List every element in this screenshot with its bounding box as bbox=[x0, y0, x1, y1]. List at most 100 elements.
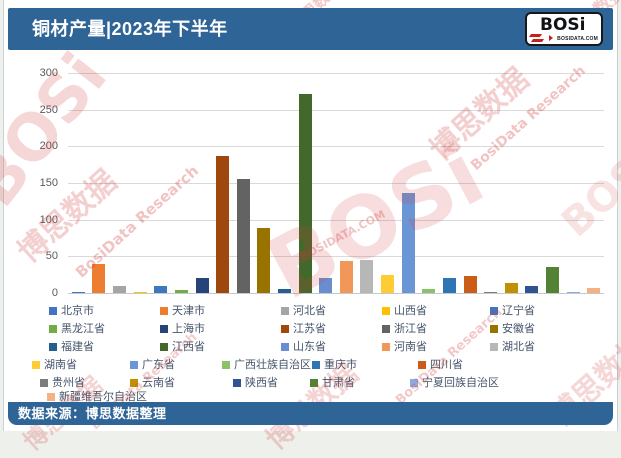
legend-label: 陕西省 bbox=[245, 377, 278, 389]
bar bbox=[360, 260, 374, 293]
legend-swatch bbox=[160, 307, 168, 315]
legend-swatch bbox=[32, 361, 40, 369]
legend-swatch bbox=[281, 307, 289, 315]
bar bbox=[401, 193, 415, 293]
gridline bbox=[68, 219, 604, 221]
gridline bbox=[68, 73, 604, 74]
legend-swatch bbox=[233, 379, 241, 387]
legend-item: 北京市 bbox=[49, 305, 94, 317]
legend-label: 安徽省 bbox=[502, 323, 535, 335]
y-axis-label: 0 bbox=[51, 287, 58, 299]
legend-item: 湖南省 bbox=[32, 359, 77, 371]
legend-swatch bbox=[310, 379, 318, 387]
legend-item: 天津市 bbox=[160, 305, 205, 317]
legend-item: 黑龙江省 bbox=[49, 323, 105, 335]
legend-item: 甘肃省 bbox=[310, 377, 355, 389]
bar bbox=[92, 264, 106, 293]
legend-label: 浙江省 bbox=[394, 323, 427, 335]
legend-item: 广东省 bbox=[130, 359, 175, 371]
legend-item: 辽宁省 bbox=[490, 305, 535, 317]
legend-label: 天津市 bbox=[172, 305, 205, 317]
legend-label: 山东省 bbox=[293, 341, 326, 353]
legend-swatch bbox=[281, 343, 289, 351]
legend-label: 重庆市 bbox=[324, 359, 357, 371]
bar bbox=[422, 289, 436, 293]
legend-swatch bbox=[222, 361, 230, 369]
logo-text: BOSi bbox=[540, 15, 586, 35]
legend-item: 江苏省 bbox=[281, 323, 326, 335]
legend-label: 宁夏回族自治区 bbox=[422, 377, 499, 389]
legend-label: 上海市 bbox=[172, 323, 205, 335]
legend-swatch bbox=[160, 343, 168, 351]
bar bbox=[525, 286, 539, 293]
legend-item: 新疆维吾尔自治区 bbox=[47, 391, 147, 403]
bar bbox=[236, 179, 250, 293]
legend-swatch bbox=[490, 325, 498, 333]
bar bbox=[71, 292, 85, 293]
x-axis-line bbox=[68, 293, 604, 294]
gridline bbox=[68, 109, 604, 111]
legend-label: 黑龙江省 bbox=[61, 323, 105, 335]
logo-slash-icon bbox=[528, 34, 543, 37]
legend-swatch bbox=[490, 343, 498, 351]
legend-swatch bbox=[490, 307, 498, 315]
bar bbox=[154, 286, 168, 293]
legend-swatch bbox=[281, 325, 289, 333]
logo-triangle-icon bbox=[549, 35, 553, 41]
legend-swatch bbox=[382, 325, 390, 333]
legend-item: 山东省 bbox=[281, 341, 326, 353]
bar bbox=[195, 278, 209, 293]
bar bbox=[442, 278, 456, 293]
bar-chart: 0 50 100 150 200 250 300 北京市 天津市 河北省 山西省 辽宁省 黑龙江省 上海… bbox=[32, 67, 604, 403]
legend-label: 四川省 bbox=[430, 359, 463, 371]
legend-label: 辽宁省 bbox=[502, 305, 535, 317]
y-axis-label: 200 bbox=[39, 140, 58, 153]
legend-item: 安徽省 bbox=[490, 323, 535, 335]
bar bbox=[504, 283, 518, 293]
y-axis-label: 100 bbox=[39, 213, 58, 226]
bar bbox=[133, 292, 147, 293]
bar bbox=[174, 290, 188, 293]
legend-item: 江西省 bbox=[160, 341, 205, 353]
legend-label: 北京市 bbox=[61, 305, 94, 317]
legend-swatch bbox=[382, 307, 390, 315]
legend-item: 上海市 bbox=[160, 323, 205, 335]
logo-site-label: BOSIDATA.COM bbox=[557, 36, 598, 42]
y-axis-label: 150 bbox=[39, 177, 58, 189]
bar bbox=[319, 278, 333, 293]
legend-label: 河北省 bbox=[293, 305, 326, 317]
bar bbox=[298, 94, 312, 293]
legend-item: 宁夏回族自治区 bbox=[410, 377, 499, 389]
legend-swatch bbox=[382, 343, 390, 351]
legend-swatch bbox=[49, 325, 57, 333]
bar bbox=[381, 275, 394, 293]
legend-label: 山西省 bbox=[394, 305, 427, 317]
legend-item: 贵州省 bbox=[40, 377, 85, 389]
legend-swatch bbox=[160, 325, 168, 333]
data-source-label: 数据来源：博思数据整理 bbox=[18, 406, 167, 421]
legend-item: 广西壮族自治区 bbox=[222, 359, 311, 371]
bar bbox=[463, 276, 477, 293]
bar bbox=[257, 228, 271, 293]
bar bbox=[587, 288, 601, 293]
bar bbox=[339, 261, 353, 293]
legend-label: 江苏省 bbox=[293, 323, 326, 335]
legend-swatch bbox=[130, 361, 138, 369]
chart-footer: 数据来源：博思数据整理 bbox=[8, 402, 613, 425]
logo-slash-icon bbox=[530, 39, 545, 42]
legend-item: 山西省 bbox=[382, 305, 427, 317]
bar bbox=[566, 292, 580, 293]
bar bbox=[484, 292, 498, 293]
legend-label: 新疆维吾尔自治区 bbox=[59, 391, 147, 403]
legend-item: 湖北省 bbox=[490, 341, 535, 353]
chart-header: 铜材产量|2023年下半年 BOSi BOSIDATA.COM bbox=[8, 8, 613, 50]
legend-label: 贵州省 bbox=[52, 377, 85, 389]
legend-swatch bbox=[47, 393, 55, 401]
legend-item: 浙江省 bbox=[382, 323, 427, 335]
legend-label: 江西省 bbox=[172, 341, 205, 353]
gridline bbox=[68, 146, 604, 148]
legend-label: 湖南省 bbox=[44, 359, 77, 371]
y-axis-label: 250 bbox=[39, 103, 58, 116]
bar bbox=[113, 286, 126, 293]
bar bbox=[278, 289, 291, 293]
